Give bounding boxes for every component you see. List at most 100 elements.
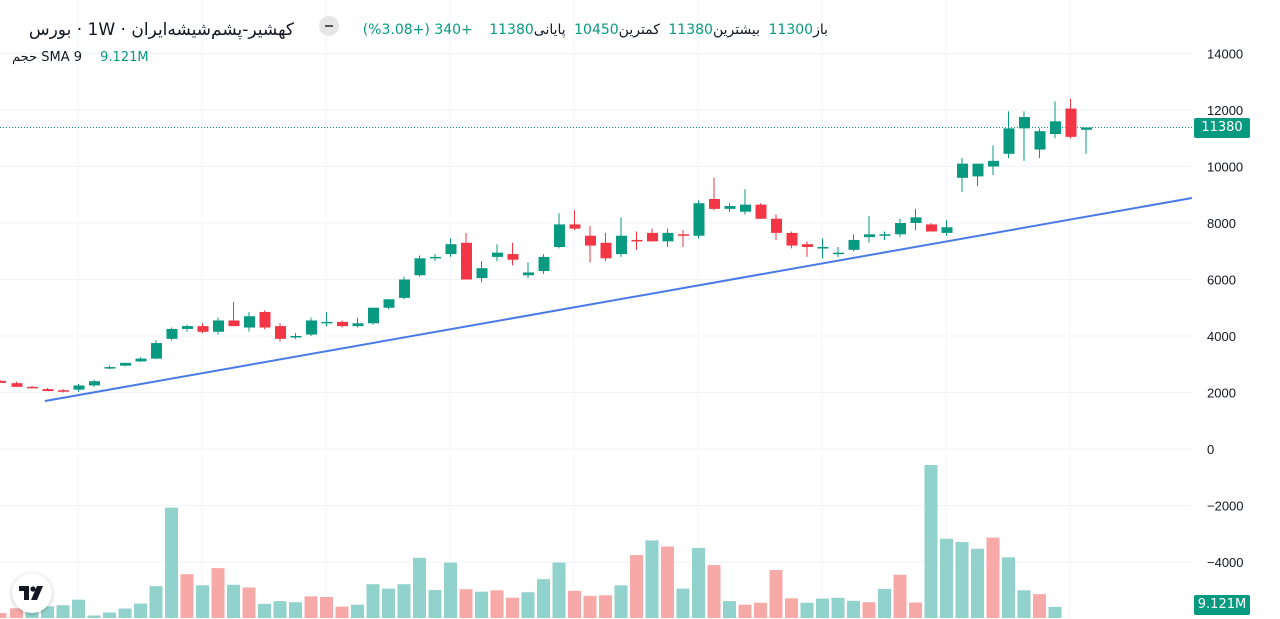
candle-body [135,358,147,362]
y-tick-label: 2000 [1207,386,1236,401]
volume-bar [444,562,457,618]
volume-bar [971,548,984,618]
candle-body [492,252,503,257]
candle-body [941,227,953,233]
candle-body [58,390,69,392]
candle-body [523,272,534,276]
candle-body [724,206,736,209]
candle-body [507,254,519,260]
candle-body [321,321,333,324]
candle-body [1019,117,1030,129]
candle-body [988,160,999,167]
volume-bar [366,584,380,618]
candle-body [1050,121,1061,135]
volume-bar [56,605,70,618]
volume-bar [738,604,752,618]
candle-body [755,204,767,219]
volume-bar [1017,590,1031,618]
volume-bar [149,586,163,618]
volume-bar [661,546,674,618]
tradingview-logo-icon[interactable] [12,573,52,613]
y-tick-label: 0 [1207,442,1214,457]
volume-bar [258,603,271,618]
candle-body [802,244,813,248]
volume-bar [552,562,566,618]
candle-body [259,311,271,328]
symbol-title[interactable]: کهشیر-پشم‌شیشه‌ایران · 1W · بورس [28,20,294,40]
candle-body [213,320,224,332]
candle-body [662,232,674,242]
high-value: 11380 [668,22,713,38]
candle-body [879,234,891,236]
candle-body [42,389,54,392]
volume-bar [335,606,349,618]
candle-body [306,320,317,335]
volume-bar [506,597,519,618]
candle-body [182,326,193,329]
volume-bar [397,584,411,618]
volume-bar [87,615,101,618]
candle-body [104,367,116,369]
candle-body [1065,108,1077,137]
close-label: پایانی [533,22,566,38]
candle-body [569,224,581,229]
candle-body [910,217,922,223]
last-price-tag: 11380 [1194,118,1250,138]
candle-body [166,328,178,339]
volume-legend: حجم SMA 9 9.121M [12,50,149,65]
y-tick-label: 8000 [1207,216,1236,231]
candle-body [895,223,906,235]
candle-body [430,256,441,259]
candle-body [554,224,565,248]
volume-bar [72,599,85,618]
volume-bar [847,600,860,618]
volume-bar [1048,606,1062,618]
symbol-legend: کهشیر-پشم‌شیشه‌ایران · 1W · بورس [29,20,294,40]
volume-bar [909,602,922,618]
volume-bar [893,574,907,618]
volume-bar [242,587,256,618]
volume-bar [289,602,302,618]
candle-body [600,242,612,259]
change-value: +340 (+3.08%) [362,22,473,38]
trend-line [44,197,1193,402]
candle-body [864,234,875,238]
candle-body [957,163,968,178]
y-tick-label: 10000 [1207,160,1243,175]
volume-bar [165,507,178,618]
volume-bar [382,588,395,618]
volume-bar [521,592,535,618]
candle-body [771,218,782,233]
candle-body [786,232,798,246]
candle-body [244,316,255,328]
volume-bar [273,601,287,618]
candle-body [414,258,426,276]
volume-bar [692,547,705,618]
volume-bar [816,598,829,618]
low-label: کمترین [618,22,660,38]
y-tick-label: −4000 [1207,555,1244,570]
candle-body [833,252,844,255]
candle-body [461,242,472,280]
candle-body [585,235,596,246]
volume-bar [723,601,736,618]
volume-bar [537,579,550,618]
candle-body [647,232,658,242]
volume-bar [118,608,132,618]
candle-body [709,198,720,209]
candle-body [631,239,643,242]
volume-bar [41,606,54,618]
volume-bar [800,602,814,618]
volume-bar [583,595,597,618]
candle-body [0,380,6,383]
volume-bar [754,602,767,618]
candle-body [445,244,457,255]
candle-body [120,362,131,366]
minus-circle-icon[interactable] [319,16,339,36]
candle-body [616,235,627,255]
candle-body [197,326,209,332]
volume-bar [320,596,333,618]
volume-bar [211,568,225,618]
candle-body [275,326,286,339]
